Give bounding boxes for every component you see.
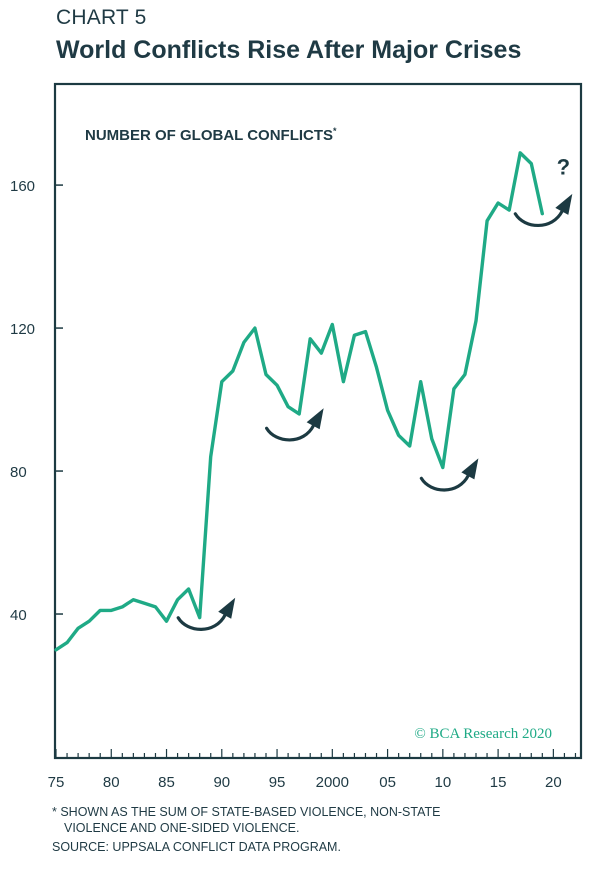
y-tick-label: 120 bbox=[10, 321, 35, 338]
footnote-line-1: * SHOWN AS THE SUM OF STATE-BASED VIOLEN… bbox=[52, 805, 441, 819]
arrow-curve bbox=[265, 423, 316, 442]
x-axis: 75 80 85 90 95 2000 05 10 15 20 bbox=[48, 749, 577, 791]
chart-area: NUMBER OF GLOBAL CONFLICTS* 40 80 120 160 7… bbox=[10, 82, 583, 791]
x-tick-label: 15 bbox=[490, 774, 507, 791]
curved-up-arrow-icon bbox=[513, 193, 573, 227]
chart-number-label: CHART 5 bbox=[56, 6, 147, 29]
watermark: © BCA Research 2020 bbox=[414, 726, 552, 742]
arrow-head bbox=[555, 193, 573, 215]
arrow-curve bbox=[419, 473, 470, 492]
x-tick-label: 75 bbox=[48, 774, 65, 791]
x-tick-label: 85 bbox=[158, 774, 175, 791]
question-mark-annotation: ? bbox=[557, 154, 570, 179]
x-tick-label: 80 bbox=[103, 774, 120, 791]
arrow-curve bbox=[176, 613, 227, 631]
footnote-line-2: VIOLENCE AND ONE-SIDED VIOLENCE. bbox=[64, 821, 300, 835]
curved-up-arrow-icon bbox=[176, 597, 236, 631]
x-tick-label: 90 bbox=[213, 774, 230, 791]
x-tick-label: 95 bbox=[269, 774, 286, 791]
plot-title-text: NUMBER OF GLOBAL CONFLICTS bbox=[85, 127, 333, 144]
curved-up-arrow-icon bbox=[265, 408, 324, 442]
plot-title: NUMBER OF GLOBAL CONFLICTS* bbox=[85, 126, 337, 144]
y-tick-label: 160 bbox=[10, 178, 35, 195]
y-tick-label: 40 bbox=[10, 607, 27, 624]
annotation-arrows bbox=[176, 193, 573, 631]
arrow-head bbox=[306, 408, 324, 430]
arrow-head bbox=[218, 597, 236, 619]
arrow-curve bbox=[513, 209, 564, 227]
arrow-head bbox=[461, 458, 479, 480]
x-tick-label: 2000 bbox=[316, 774, 349, 791]
x-tick-label: 05 bbox=[379, 774, 396, 791]
footnote: * SHOWN AS THE SUM OF STATE-BASED VIOLEN… bbox=[52, 804, 440, 836]
y-tick-label: 80 bbox=[10, 464, 27, 481]
series-line bbox=[54, 151, 544, 652]
plot-frame bbox=[53, 82, 583, 760]
x-tick-label: 20 bbox=[545, 774, 562, 791]
chart-title: World Conflicts Rise After Major Crises bbox=[56, 36, 522, 64]
x-tick-label: 10 bbox=[434, 774, 451, 791]
source-note: SOURCE: UPPSALA CONFLICT DATA PROGRAM. bbox=[52, 840, 341, 854]
curved-up-arrow-icon bbox=[419, 458, 479, 492]
y-axis: 40 80 120 160 bbox=[10, 178, 63, 624]
plot-title-marker: * bbox=[333, 126, 337, 136]
